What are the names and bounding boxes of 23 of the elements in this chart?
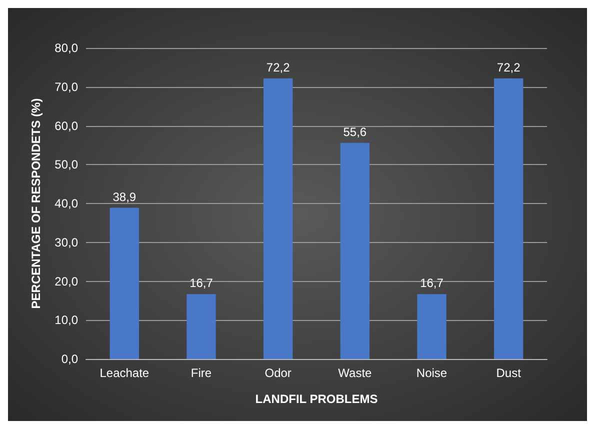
y-tick-label: 40,0 — [54, 196, 78, 210]
y-tick-label: 0,0 — [61, 352, 78, 366]
data-label: 72,2 — [266, 60, 290, 74]
y-tick-label: 20,0 — [54, 274, 78, 288]
y-tick-label: 80,0 — [54, 41, 78, 55]
x-tick-label: Fire — [190, 366, 212, 380]
x-axis-title: LANDFIL PROBLEMS — [255, 392, 378, 406]
data-label: 16,7 — [420, 276, 444, 290]
x-tick-label: Leachate — [100, 366, 150, 380]
y-axis-title: PERCENTAGE OF RESPONDETS (%) — [29, 98, 43, 309]
data-label: 16,7 — [190, 276, 214, 290]
data-label: 38,9 — [112, 190, 136, 204]
y-tick-label: 10,0 — [54, 313, 78, 328]
x-tick-label: Noise — [416, 366, 448, 380]
y-tick-label: 70,0 — [54, 80, 78, 94]
y-tick-label: 60,0 — [54, 118, 78, 133]
x-tick-label: Dust — [496, 366, 522, 380]
y-tick-label: 50,0 — [54, 158, 78, 172]
y-tick-label: 30,0 — [54, 235, 78, 250]
x-tick-label: Waste — [338, 366, 372, 380]
data-label: 72,2 — [496, 60, 521, 74]
x-tick-label: Odor — [264, 366, 292, 380]
data-label: 55,6 — [343, 124, 367, 139]
